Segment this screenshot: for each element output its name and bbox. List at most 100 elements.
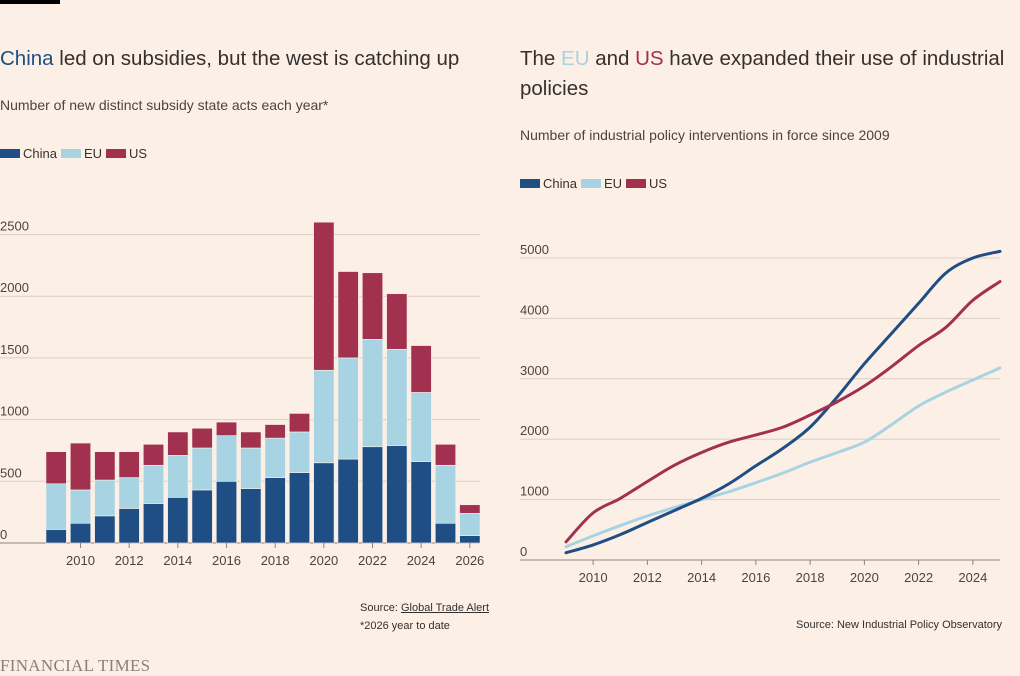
bar-china-2018 (264, 477, 286, 544)
bar-us-2009 (45, 451, 67, 485)
y-tick-label: 4000 (520, 302, 549, 317)
title-part-2: and (589, 47, 636, 70)
legend-us: US (106, 146, 147, 161)
legend-swatch-eu (60, 149, 81, 158)
legend-label-china: China (23, 146, 57, 161)
bar-eu-2024 (410, 392, 432, 462)
bar-china-2022 (361, 446, 384, 544)
legend-label-us: US (649, 176, 668, 191)
legend-china: China (0, 146, 57, 161)
bar-eu-2026 (459, 513, 481, 536)
y-tick-label: 1000 (0, 404, 29, 419)
x-tick-label: 2024 (958, 570, 987, 585)
title-eu-highlight: EU (561, 47, 590, 70)
bar-us-2020 (313, 221, 335, 371)
legend-eu: EU (580, 176, 622, 191)
legend-label-eu: EU (83, 146, 103, 161)
bar-eu-2016 (215, 435, 238, 482)
ft-top-bar (0, 0, 60, 4)
right-legend: China EU US (520, 176, 671, 191)
global-trade-alert-link[interactable]: Global Trade Alert (400, 602, 490, 614)
bar-eu-2011 (94, 479, 116, 517)
left-chart-subtitle: Number of new distinct subsidy state act… (0, 97, 329, 113)
legend-eu: EU (60, 146, 103, 161)
bar-china-2019 (288, 472, 311, 544)
series-line-us (564, 280, 1002, 544)
bar-us-2024 (410, 345, 432, 393)
legend-us: US (626, 176, 667, 191)
bar-eu-2025 (434, 464, 457, 524)
x-tick-label: 2016 (741, 570, 770, 585)
bar-china-2013 (142, 503, 165, 544)
legend-swatch-us (106, 149, 127, 158)
legend-label-us: US (129, 146, 148, 161)
bar-china-2012 (118, 508, 140, 544)
bar-china-2026 (459, 535, 481, 544)
bar-us-2019 (288, 413, 311, 433)
x-tick-label: 2018 (261, 553, 290, 568)
bar-china-2010 (69, 522, 92, 544)
title-part-3: have expanded their use of industrial po… (520, 47, 1005, 100)
x-tick-label: 2010 (579, 570, 608, 585)
bar-us-2021 (337, 271, 359, 359)
bar-china-2017 (240, 488, 262, 544)
x-tick-label: 2026 (455, 553, 484, 568)
title-rest: led on subsidies, but the west is catchi… (53, 47, 460, 70)
bar-us-2025 (434, 443, 457, 466)
bar-china-2015 (191, 489, 213, 544)
legend-swatch-china (0, 149, 20, 158)
bar-eu-2022 (361, 339, 384, 448)
bar-eu-2019 (288, 431, 311, 473)
bar-eu-2020 (313, 369, 335, 464)
y-tick-label: 500 (0, 465, 22, 480)
y-tick-label: 2000 (520, 423, 549, 438)
bar-china-2021 (337, 458, 359, 544)
bar-china-2020 (313, 462, 335, 544)
y-tick-label: 3000 (520, 363, 549, 378)
bar-us-2013 (142, 443, 165, 466)
bar-eu-2012 (118, 477, 140, 509)
policy-line-chart: 0 1000 2000 3000 4000 5000 2010 2012 2014 2016 201… (520, 242, 1002, 585)
bar-us-2023 (386, 293, 408, 350)
bar-us-2014 (167, 431, 189, 456)
right-chart-subtitle: Number of industrial policy intervention… (520, 127, 890, 143)
bar-us-2017 (240, 431, 262, 449)
bar-eu-2010 (69, 489, 92, 524)
series-line-china (564, 249, 1002, 555)
legend-swatch-china (520, 179, 540, 188)
y-tick-label: 0 (0, 527, 7, 542)
bar-china-2024 (410, 461, 432, 544)
x-tick-label: 2020 (309, 553, 338, 568)
bar-us-2012 (118, 451, 140, 478)
x-tick-label: 2018 (796, 570, 825, 585)
left-footnote: *2026 year to date (360, 620, 450, 632)
x-tick-label: 2010 (66, 553, 95, 568)
title-china-highlight: China (0, 47, 54, 70)
title-part-1: The (520, 47, 562, 70)
left-legend: China EU US (0, 146, 151, 161)
right-source: Source: New Industrial Policy Observator… (796, 619, 1003, 631)
y-tick-label: 2500 (0, 219, 29, 234)
bar-eu-2015 (191, 447, 213, 491)
series-line-eu (564, 366, 1002, 549)
bar-us-2011 (94, 451, 116, 481)
bar-eu-2023 (386, 348, 408, 446)
left-chart-panel: China led on subsidies, but the west is … (0, 0, 500, 640)
x-tick-label: 2012 (115, 553, 144, 568)
left-chart-title: China led on subsidies, but the west is … (0, 44, 500, 74)
x-tick-label: 2022 (358, 553, 387, 568)
title-us-highlight: US (635, 47, 664, 70)
subsidy-bar-chart: 0 500 1000 1500 2000 2500 2010 2012 2014 2016 2018… (0, 219, 484, 568)
bar-us-2026 (459, 504, 481, 514)
y-tick-label: 1500 (0, 342, 29, 357)
left-source: Source: Global Trade Alert (360, 602, 489, 614)
x-tick-label: 2016 (212, 553, 241, 568)
bar-us-2022 (361, 272, 384, 340)
bar-china-2014 (167, 497, 189, 544)
right-chart-panel: The EU and US have expanded their use of… (510, 0, 1020, 640)
bar-eu-2009 (45, 483, 67, 530)
bar-china-2023 (386, 445, 408, 544)
y-tick-label: 1000 (520, 484, 549, 499)
x-tick-label: 2024 (407, 553, 436, 568)
bar-eu-2017 (240, 447, 262, 490)
